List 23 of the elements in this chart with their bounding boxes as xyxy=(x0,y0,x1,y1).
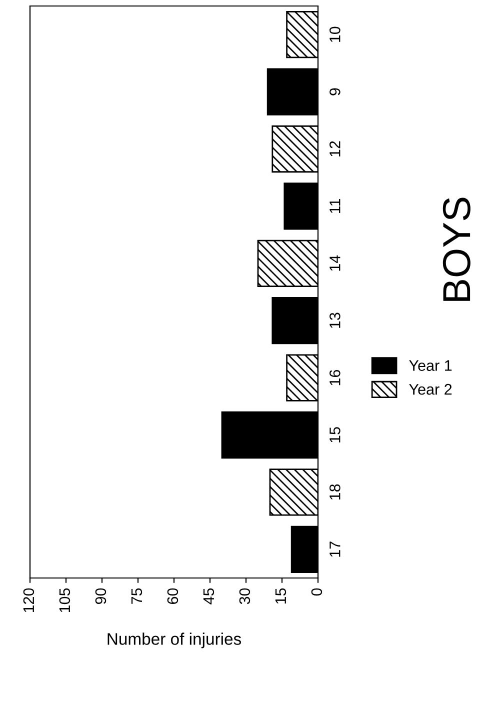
y-tick-label: 9 xyxy=(330,88,340,96)
y-tick-label: 12 xyxy=(330,141,340,156)
text: BOYS xyxy=(442,198,470,301)
x-tick-label: 45 xyxy=(203,588,214,604)
legend-label: Year 1 xyxy=(409,360,452,371)
x-tick-label: 30 xyxy=(239,588,250,604)
x-axis-title: Number of injuries xyxy=(108,632,242,648)
x-tick-label: 0 xyxy=(311,588,322,596)
x-tick-label: 60 xyxy=(167,588,178,604)
y-tick-label: 10 xyxy=(330,26,340,42)
y-tick-label: 17 xyxy=(330,542,340,557)
y-tick-label: 13 xyxy=(330,312,340,328)
legend-label: Year 2 xyxy=(409,384,452,395)
x-tick-label: 105 xyxy=(59,588,70,612)
y-tick-label: 16 xyxy=(330,370,340,386)
x-tick-label: 90 xyxy=(95,588,106,604)
y-tick-label: 14 xyxy=(330,255,340,271)
x-tick-label: 120 xyxy=(23,588,34,612)
y-tick-label: 18 xyxy=(330,484,340,500)
x-tick-label: 15 xyxy=(275,588,286,604)
y-tick-label: 11 xyxy=(330,199,340,213)
y-tick-label: 15 xyxy=(330,427,340,442)
x-tick-label: 75 xyxy=(131,588,142,604)
